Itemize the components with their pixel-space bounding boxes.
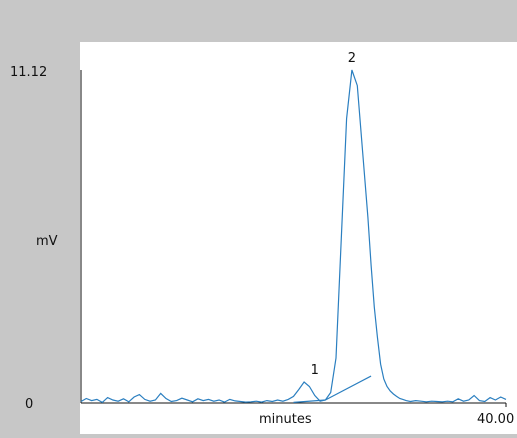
peak-labels: 12 (311, 51, 356, 378)
peak-label-1: 1 (311, 363, 319, 378)
x-tick-label-max: 40.00 (477, 412, 514, 427)
y-axis-label: mV (36, 234, 58, 249)
x-axis-label: minutes (259, 412, 312, 427)
plot-area (80, 42, 517, 434)
y-tick-label-zero: 0 (25, 397, 33, 412)
baseline-2 (325, 375, 372, 401)
y-tick-label-max: 11.12 (10, 65, 47, 80)
peak-label-2: 2 (348, 51, 356, 66)
signal-trace (80, 69, 507, 404)
